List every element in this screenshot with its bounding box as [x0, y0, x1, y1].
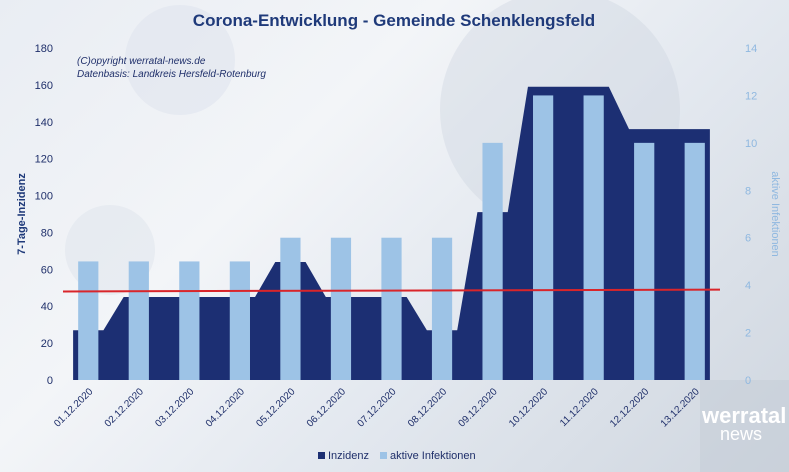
right-tick-14: 14	[745, 43, 757, 55]
x-tick-13.12.2020: 13.12.2020	[659, 386, 702, 429]
left-tick-60: 60	[41, 264, 53, 276]
right-tick-8: 8	[745, 185, 751, 197]
x-tick-04.12.2020: 04.12.2020	[204, 386, 247, 429]
x-tick-01.12.2020: 01.12.2020	[52, 386, 95, 429]
x-tick-12.12.2020: 12.12.2020	[608, 386, 651, 429]
right-axis-ticks: 0 2 4 6 8 10 12 14	[745, 43, 757, 387]
legend: Inzidenz aktive Infektionen	[318, 450, 476, 462]
trendline-layer	[62, 288, 721, 293]
right-tick-2: 2	[745, 328, 751, 340]
infection-bar-12.12.2020	[634, 142, 655, 380]
logo-line2: news	[720, 424, 762, 444]
werratal-news-logo: werratal news	[701, 403, 786, 444]
right-tick-4: 4	[745, 280, 751, 292]
infection-bar-08.12.2020	[431, 237, 453, 380]
right-tick-10: 10	[745, 138, 757, 150]
infection-bar-05.12.2020	[280, 237, 301, 380]
infection-bar-09.12.2020	[482, 142, 503, 380]
infection-bar-07.12.2020	[381, 237, 402, 380]
legend-label-infektionen: aktive Infektionen	[390, 450, 476, 462]
legend-label-inzidenz: Inzidenz	[328, 450, 369, 462]
infection-bar-06.12.2020	[330, 237, 352, 380]
left-axis-ticks: 0 20 40 60 80 100 120 140 160 180	[35, 43, 53, 387]
left-tick-100: 100	[35, 191, 53, 203]
x-tick-02.12.2020: 02.12.2020	[103, 386, 146, 429]
x-tick-03.12.2020: 03.12.2020	[153, 386, 196, 429]
left-tick-180: 180	[35, 43, 53, 55]
x-tick-07.12.2020: 07.12.2020	[355, 386, 398, 429]
right-tick-6: 6	[745, 233, 751, 245]
x-tick-11.12.2020: 11.12.2020	[558, 386, 601, 429]
copyright-note: (C)opyright werratal-news.de	[77, 56, 206, 67]
infection-bar-11.12.2020	[583, 95, 604, 380]
left-tick-20: 20	[41, 338, 53, 350]
x-tick-09.12.2020: 09.12.2020	[457, 386, 500, 429]
infection-bar-02.12.2020	[128, 261, 149, 380]
x-axis-ticks: 01.12.2020 02.12.2020 03.12.2020 04.12.2020…	[52, 386, 702, 429]
data-source-note: Datenbasis: Landkreis Hersfeld-Rotenburg	[77, 69, 266, 80]
left-tick-40: 40	[41, 301, 53, 313]
infection-bar-01.12.2020	[78, 261, 99, 380]
infection-bar-04.12.2020	[229, 261, 250, 380]
x-tick-10.12.2020: 10.12.2020	[507, 386, 550, 429]
left-tick-80: 80	[41, 227, 53, 239]
infection-bar-13.12.2020	[684, 142, 705, 380]
x-tick-06.12.2020: 06.12.2020	[305, 386, 348, 429]
chart-title: Corona-Entwicklung - Gemeinde Schenkleng…	[193, 11, 595, 30]
x-tick-08.12.2020: 08.12.2020	[406, 386, 449, 429]
infection-bar-03.12.2020	[179, 261, 200, 380]
left-tick-120: 120	[35, 154, 53, 166]
right-tick-0: 0	[745, 375, 751, 387]
right-tick-12: 12	[745, 90, 757, 102]
right-axis-label: aktive Infektionen	[769, 171, 781, 257]
legend-swatch-inzidenz	[318, 452, 325, 459]
x-tick-05.12.2020: 05.12.2020	[254, 386, 297, 429]
left-tick-160: 160	[35, 80, 53, 92]
logo-line1: werratal	[701, 403, 786, 428]
left-tick-140: 140	[35, 117, 53, 129]
left-tick-0: 0	[47, 375, 53, 387]
infection-bar-10.12.2020	[533, 95, 554, 380]
left-axis-label: 7-Tage-Inzidenz	[16, 173, 28, 255]
legend-swatch-infektionen	[380, 452, 387, 459]
trendline	[62, 288, 721, 293]
